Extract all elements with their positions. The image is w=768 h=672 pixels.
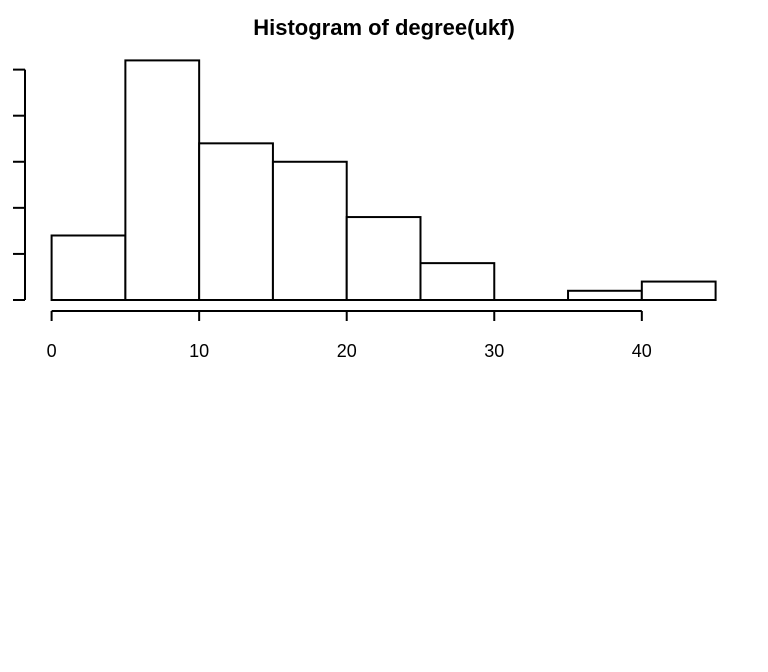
bars-group [50,59,717,302]
histogram-bar [567,289,643,301]
histogram-bar [640,280,717,302]
histogram-bar [271,160,348,301]
x-axis: 0 10 20 30 40 [47,310,652,361]
y-axis [13,68,26,301]
chart-title: Histogram of degree(ukf) [253,15,515,40]
x-tick-label: 0 [47,341,57,361]
x-tick-label: 30 [484,341,504,361]
histogram-bar [198,142,274,301]
histogram-bar [345,216,422,301]
x-tick-label: 40 [632,341,652,361]
histogram-bar [124,59,201,302]
x-tick-label: 10 [189,341,209,361]
x-tick-label: 20 [337,341,357,361]
histogram-bar [419,262,496,301]
histogram-bar [50,234,127,301]
